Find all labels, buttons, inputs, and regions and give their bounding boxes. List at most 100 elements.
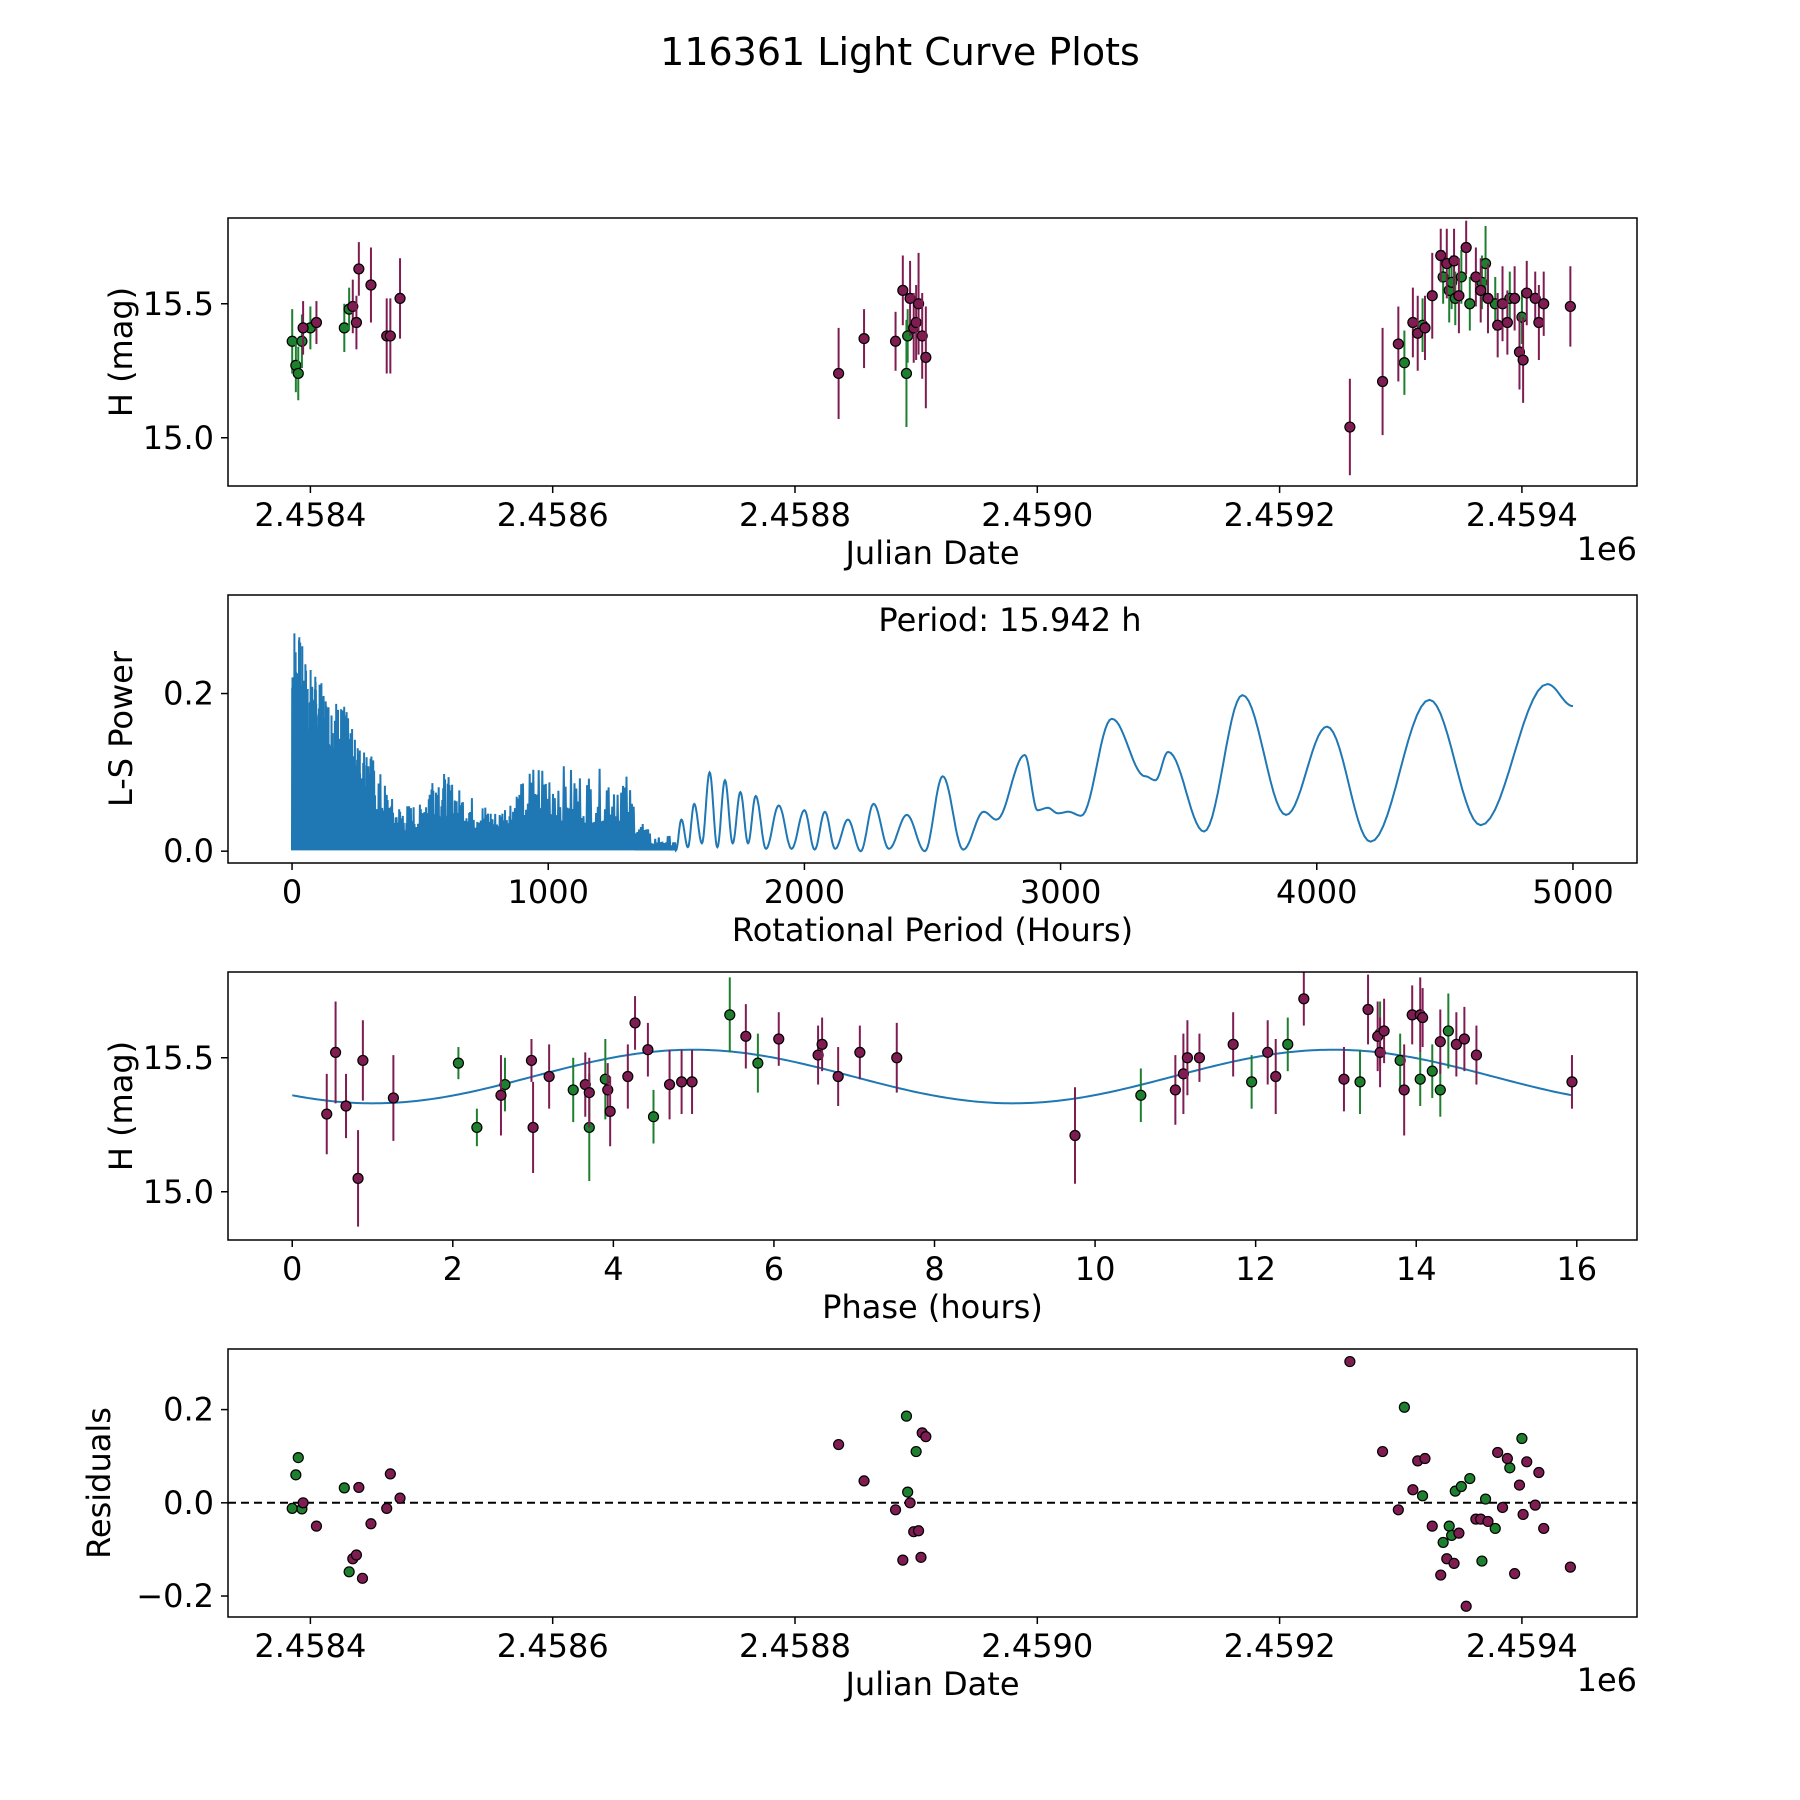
data-point — [858, 333, 870, 345]
data-point — [1246, 1076, 1258, 1088]
data-point — [1489, 1522, 1501, 1535]
data-point — [352, 1172, 364, 1184]
data-point — [1419, 1452, 1431, 1465]
data-point — [833, 1438, 845, 1451]
data-point — [858, 1475, 870, 1487]
periodogram-line — [291, 633, 1574, 853]
x-tick-label: 2.4594 — [1466, 496, 1578, 534]
light-curve-series-purple — [297, 220, 1576, 476]
data-point — [642, 1044, 654, 1056]
period-annotation: Period: 15.942 h — [878, 601, 1141, 639]
x-tick-label: 2.4586 — [497, 1627, 609, 1665]
data-point — [1442, 1025, 1454, 1037]
data-point — [1376, 1445, 1389, 1458]
data-point — [1464, 1472, 1476, 1485]
y-tick-label: 0.2 — [163, 1391, 214, 1429]
data-point — [387, 1092, 399, 1104]
data-point — [1455, 271, 1467, 283]
data-point — [916, 330, 928, 342]
data-point — [897, 1554, 909, 1566]
data-point — [1282, 1038, 1294, 1050]
data-point — [471, 1121, 483, 1134]
x-axis-label: Phase (hours) — [822, 1288, 1043, 1326]
data-point — [1517, 354, 1529, 366]
data-point — [1354, 1076, 1366, 1088]
data-point — [1376, 375, 1389, 388]
data-point — [912, 298, 925, 310]
data-point — [1538, 1522, 1550, 1535]
data-point — [1344, 421, 1356, 433]
data-point — [1538, 298, 1550, 310]
y-axis-label: Residuals — [80, 1407, 118, 1559]
y-tick-label: −0.2 — [136, 1577, 214, 1615]
x-tick-label: 2 — [443, 1250, 463, 1288]
x-tick-label: 2000 — [764, 873, 845, 911]
periodogram-axes-frame — [227, 594, 1638, 864]
data-point — [1453, 290, 1465, 302]
data-point — [1521, 287, 1533, 299]
data-point — [854, 1046, 866, 1059]
x-tick-label: 2.4592 — [1224, 496, 1336, 534]
data-point — [1516, 311, 1528, 323]
data-point — [1458, 1033, 1470, 1045]
data-point — [891, 1052, 903, 1064]
data-point — [1529, 1499, 1541, 1511]
data-point — [290, 1469, 302, 1481]
data-point — [1419, 322, 1431, 334]
data-point — [1398, 1401, 1410, 1413]
data-point — [525, 1054, 538, 1067]
phase-fold-series-purple — [321, 972, 1578, 1227]
y-tick-label: 0.0 — [163, 1484, 214, 1522]
data-point — [1398, 1084, 1410, 1096]
x-tick-label: 5000 — [1532, 873, 1613, 911]
data-point — [1460, 241, 1472, 254]
phase-fold-chart: 0 2 4 6 8 10 12 14 16 15.0 15.5 Phase (hours) H (mag… — [102, 971, 1638, 1326]
data-point — [1501, 316, 1513, 329]
data-point — [1392, 1504, 1404, 1516]
data-point — [1517, 1508, 1529, 1521]
data-point — [1496, 298, 1509, 310]
data-point — [310, 1520, 323, 1532]
data-point — [1482, 292, 1494, 304]
data-point — [1181, 1052, 1194, 1064]
data-point — [286, 1502, 298, 1515]
data-point — [1338, 1073, 1350, 1085]
data-point — [1476, 1555, 1488, 1567]
data-point — [296, 335, 308, 347]
residuals-plot-area — [228, 1355, 1637, 1612]
data-point — [1533, 1466, 1545, 1479]
data-point — [1416, 1490, 1429, 1502]
data-point — [920, 351, 932, 363]
data-point — [686, 1076, 698, 1088]
data-point — [394, 292, 406, 304]
light-curve-axes-frame — [227, 217, 1638, 487]
data-point — [365, 1518, 377, 1530]
data-point — [1533, 316, 1545, 329]
x-tick-label: 8 — [924, 1250, 944, 1288]
x-tick-label: 2.4584 — [254, 496, 366, 534]
x-tick-label: 4000 — [1276, 873, 1357, 911]
data-point — [1392, 338, 1404, 350]
y-axis-label: L-S Power — [102, 650, 140, 807]
data-point — [676, 1076, 688, 1088]
data-point — [1482, 1515, 1494, 1528]
data-point — [329, 1046, 342, 1059]
data-point — [567, 1084, 579, 1096]
data-point — [527, 1121, 539, 1134]
data-point — [833, 367, 845, 380]
x-tick-label: 10 — [1075, 1250, 1116, 1288]
data-point — [1069, 1129, 1081, 1142]
residuals-series-green — [286, 1401, 1528, 1578]
data-point — [1516, 1432, 1528, 1445]
data-point — [1504, 1462, 1516, 1474]
data-point — [897, 284, 909, 296]
data-point — [384, 330, 396, 342]
periodogram-plot-area — [291, 633, 1574, 853]
data-point — [1492, 319, 1504, 331]
x-axis-label: Julian Date — [843, 1665, 1019, 1703]
data-point — [1407, 316, 1419, 329]
data-point — [1435, 1569, 1447, 1581]
x-tick-label: 2.4594 — [1466, 1627, 1578, 1665]
data-point — [1448, 255, 1460, 267]
